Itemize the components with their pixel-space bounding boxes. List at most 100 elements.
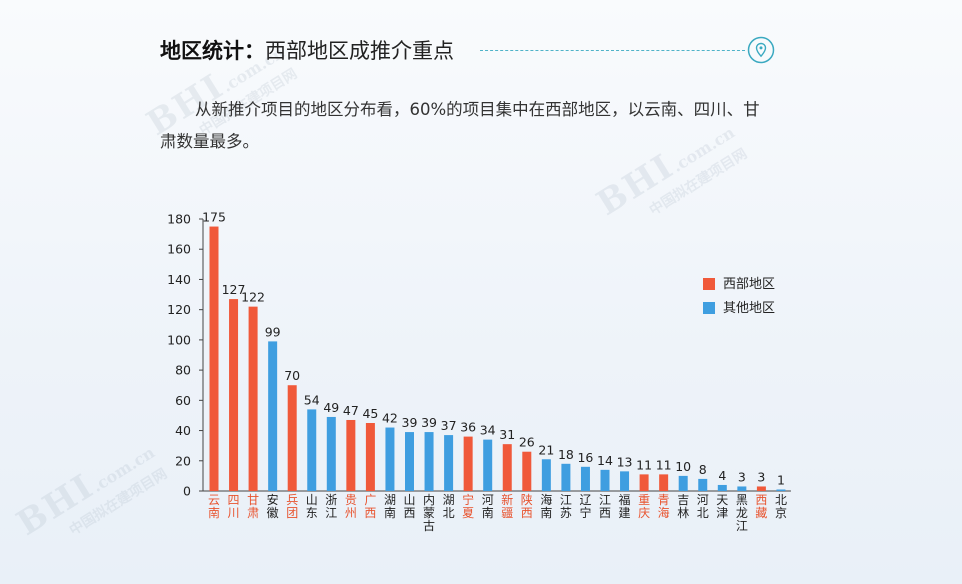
intro-paragraph: 从新推介项目的地区分布看，60%的项目集中在西部地区，以云南、四川、甘肃数量最多… — [160, 100, 760, 151]
y-tick-label: 20 — [175, 453, 191, 468]
x-tick-label-char: 山 — [403, 493, 415, 507]
x-tick-label-char: 江 — [599, 493, 611, 507]
data-label: 11 — [636, 457, 652, 472]
data-label: 127 — [222, 282, 246, 297]
legend-label-west: 西部地区 — [723, 277, 775, 292]
title-divider — [480, 50, 745, 51]
x-tick-label-char: 西 — [599, 506, 611, 520]
data-label: 49 — [323, 400, 339, 415]
data-label: 26 — [519, 435, 535, 450]
location-pin-icon — [747, 36, 775, 64]
bar-福建 — [620, 471, 630, 491]
data-label: 31 — [499, 427, 515, 442]
data-label: 3 — [738, 469, 746, 484]
x-tick-label-char: 东 — [306, 506, 318, 520]
x-tick-label-char: 湖 — [443, 492, 455, 507]
bar-广西 — [365, 423, 375, 491]
data-label: 39 — [402, 415, 418, 430]
bar-辽宁 — [580, 466, 590, 491]
x-tick-label-char: 河 — [482, 493, 494, 507]
x-tick-label-char: 苏 — [560, 506, 572, 520]
data-label: 54 — [304, 392, 320, 407]
x-tick-label-char: 四 — [228, 493, 240, 507]
legend-swatch-west — [703, 278, 715, 290]
x-tick-label-char: 林 — [677, 506, 689, 520]
y-tick-label: 160 — [167, 242, 191, 257]
bar-江西 — [600, 469, 610, 491]
x-tick-label-char: 西 — [755, 493, 767, 507]
data-label: 1 — [777, 472, 785, 487]
x-tick-label-char: 海 — [658, 505, 670, 520]
data-label: 45 — [362, 406, 378, 421]
x-tick-label-char: 重 — [638, 493, 650, 507]
x-tick-label-char: 贵 — [345, 493, 357, 507]
x-tick-label-char: 黑 — [736, 493, 748, 507]
x-tick-label-char: 云 — [208, 493, 220, 507]
data-label: 34 — [480, 423, 496, 438]
bar-吉林 — [678, 475, 688, 491]
page-title: 地区统计：西部地区成推介重点 — [160, 36, 454, 66]
x-tick-label-char: 浙 — [325, 493, 337, 507]
bar-西藏 — [756, 486, 766, 491]
data-label: 36 — [460, 420, 476, 435]
x-tick-label-char: 江 — [560, 493, 572, 507]
x-tick-label-char: 青 — [658, 493, 670, 507]
x-tick-label-char: 江 — [325, 506, 337, 520]
x-tick-label-char: 古 — [423, 518, 435, 533]
bar-北京 — [776, 489, 786, 491]
bar-宁夏 — [463, 436, 473, 491]
y-tick-label: 60 — [175, 393, 191, 408]
data-label: 175 — [202, 210, 226, 225]
x-tick-label-char: 福 — [619, 492, 631, 507]
legend-swatch-other — [703, 302, 715, 314]
y-tick-label: 100 — [167, 332, 191, 347]
x-tick-label-char: 津 — [716, 506, 728, 520]
x-tick-label-char: 团 — [286, 506, 298, 520]
bar-河北 — [698, 478, 708, 491]
x-tick-label-char: 南 — [482, 505, 494, 520]
data-label: 122 — [241, 290, 265, 305]
data-label: 47 — [343, 403, 359, 418]
data-label: 70 — [284, 368, 300, 383]
title-bold: 地区统计： — [160, 39, 265, 63]
x-tick-label-char: 海 — [540, 492, 552, 507]
bar-重庆 — [639, 474, 649, 491]
x-tick-label-char: 甘 — [247, 493, 259, 507]
x-tick-label-char: 北 — [775, 493, 787, 507]
x-tick-label-char: 宁 — [462, 492, 474, 507]
data-label: 16 — [577, 450, 593, 465]
section-header: 地区统计：西部地区成推介重点 — [160, 36, 775, 66]
data-label: 39 — [421, 415, 437, 430]
bar-贵州 — [346, 419, 356, 491]
bar-河南 — [483, 439, 493, 491]
data-label: 14 — [597, 453, 613, 468]
bar-天津 — [717, 484, 727, 491]
y-tick-label: 140 — [167, 272, 191, 287]
x-tick-label-char: 川 — [228, 506, 240, 520]
data-label: 21 — [538, 442, 554, 457]
data-label: 99 — [265, 324, 281, 339]
x-tick-label-char: 宁 — [579, 505, 591, 520]
y-tick-label: 40 — [175, 423, 191, 438]
bar-山西 — [405, 432, 414, 491]
y-tick-label: 0 — [183, 484, 191, 499]
x-tick-label-char: 吉 — [677, 493, 689, 507]
bar-海南 — [541, 459, 551, 491]
x-tick-label-char: 龙 — [736, 506, 748, 520]
x-tick-label-char: 山 — [306, 493, 318, 507]
y-tick-label: 120 — [167, 302, 191, 317]
bar-浙江 — [326, 416, 336, 491]
bar-安徽 — [268, 341, 278, 491]
x-tick-label-char: 陕 — [521, 492, 533, 507]
bar-兵团 — [287, 385, 297, 491]
x-tick-label-char: 南 — [384, 505, 396, 520]
y-tick-label: 80 — [175, 363, 191, 378]
x-tick-label-char: 京 — [775, 506, 787, 520]
bar-陕西 — [522, 451, 532, 491]
data-label: 11 — [656, 457, 672, 472]
x-tick-label-char: 北 — [443, 506, 455, 520]
bar-甘肃 — [248, 306, 258, 491]
data-label: 8 — [699, 462, 707, 477]
x-tick-label-char: 西 — [521, 506, 533, 520]
